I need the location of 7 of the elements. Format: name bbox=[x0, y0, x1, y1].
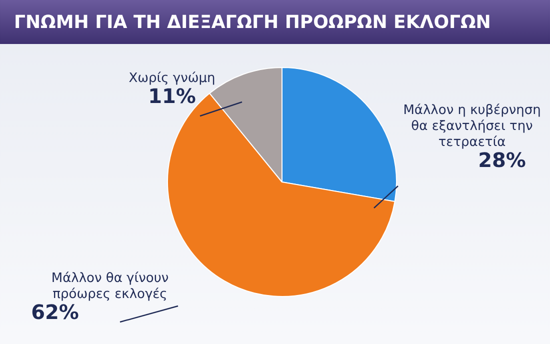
data-label: 28% bbox=[478, 148, 526, 172]
slice-label: Μάλλον θα γίνουν πρόωρες εκλογές bbox=[51, 270, 169, 302]
data-label: 62% bbox=[31, 300, 79, 324]
data-label: 11% bbox=[148, 84, 196, 108]
chart-title: ΓΝΩΜΗ ΓΙΑ ΤΗ ΔΙΕΞΑΓΩΓΗ ΠΡΟΩΡΩΝ ΕΚΛΟΓΩΝ bbox=[0, 0, 550, 44]
slice-label: Χωρίς γνώμη bbox=[128, 70, 216, 86]
slice-label: Μάλλον η κυβέρνηση θα εξαντλήσει την τετραετία bbox=[403, 102, 541, 150]
